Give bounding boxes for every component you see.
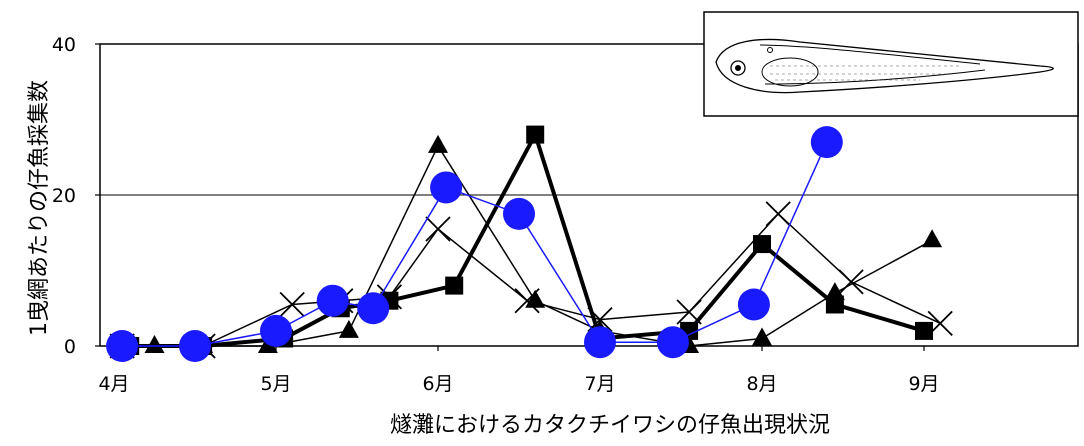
circle-marker [316,284,349,317]
square-marker [915,321,933,340]
y-tick-label: 20 [52,185,76,207]
y-axis-ticks: 0 20 40 [52,34,100,358]
x-tick-label: 5月 [260,373,291,395]
larva-illustration [703,11,1079,117]
x-marker [425,216,451,242]
circle-marker [357,292,390,325]
circle-marker [584,326,616,359]
square-marker [445,276,464,295]
x-marker [927,310,953,336]
y-axis-label: 1曳網あたりの仔魚採集数 [27,80,52,336]
x-marker [676,299,702,325]
triangle-marker [144,335,165,353]
x-marker [765,201,791,227]
circle-marker [503,197,535,230]
circle-marker [260,314,292,347]
triangle-marker [428,134,448,153]
y-tick-label: 40 [52,34,76,56]
x-tick-label: 6月 [422,373,453,395]
x-tick-label: 4月 [98,373,129,395]
circle-marker [106,330,139,362]
circle-marker [656,326,689,359]
series-circle [106,126,843,362]
x-marker [838,269,864,295]
circle-marker [737,288,770,321]
x-marker [587,306,613,333]
circle-marker [810,126,843,159]
triangle-marker [752,327,772,346]
triangle-marker [338,319,359,338]
y-tick-label: 0 [64,336,76,358]
square-marker [526,125,545,144]
x-axis-label: 燧灘におけるカタクチイワシの仔魚出現状況 [390,413,830,438]
x-marker [279,291,305,318]
triangle-marker [922,229,943,248]
circle-marker [179,330,211,362]
triangle-marker [824,282,845,301]
x-marker [514,288,540,314]
circle-marker [430,171,463,204]
x-tick-label: 7月 [584,373,615,395]
x-axis-ticks: 4月 5月 6月 7月 8月 9月 [98,346,940,395]
x-tick-label: 9月 [908,373,939,395]
series-layer [106,125,953,362]
square-marker [753,235,771,254]
x-tick-label: 8月 [746,373,777,395]
